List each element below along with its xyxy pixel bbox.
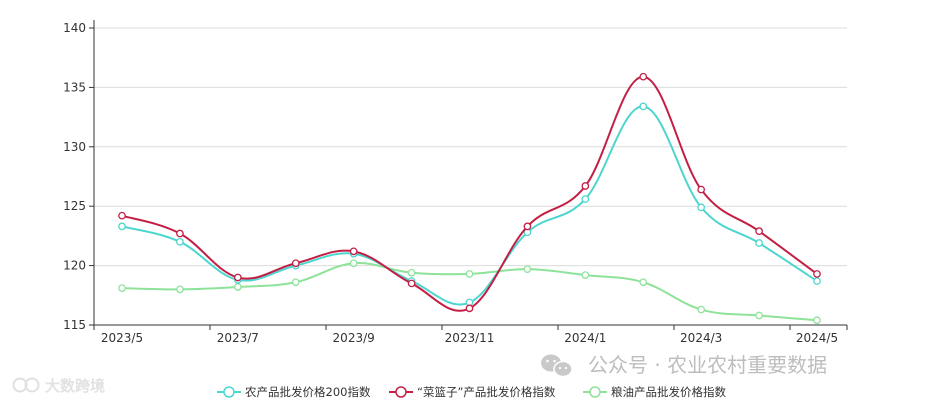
data-point bbox=[349, 259, 358, 268]
data-point bbox=[233, 273, 242, 282]
data-point bbox=[291, 259, 300, 268]
data-point bbox=[349, 247, 358, 256]
data-point bbox=[523, 222, 532, 231]
data-point bbox=[639, 72, 648, 81]
data-point bbox=[291, 278, 300, 287]
legend-item: “菜篮子”产品批发价格指数 bbox=[389, 385, 556, 399]
data-point bbox=[813, 277, 821, 285]
legend-marker bbox=[223, 386, 235, 398]
data-point bbox=[581, 182, 590, 190]
logo-watermark-text: 大数跨境 bbox=[45, 377, 105, 395]
legend-marker bbox=[589, 386, 601, 398]
data-point bbox=[233, 283, 242, 291]
legend-label: “菜篮子”产品批发价格指数 bbox=[417, 385, 556, 399]
data-point bbox=[523, 265, 532, 274]
data-point bbox=[176, 285, 184, 294]
legend: 农产品批发价格200指数 “菜篮子”产品批发价格指数 粮油产品批发价格指数 bbox=[217, 385, 726, 399]
data-point bbox=[755, 311, 763, 320]
wechat-icon bbox=[541, 354, 573, 378]
data-point bbox=[581, 271, 590, 279]
watermarks: 公众号 · 农业农村重要数据 大数跨境 bbox=[12, 353, 827, 395]
x-tick-label: 2023/11 bbox=[445, 331, 495, 345]
y-tick-label: 130 bbox=[63, 140, 86, 154]
data-point bbox=[639, 278, 648, 287]
x-tick-label: 2024/3 bbox=[680, 331, 722, 345]
wechat-watermark: 公众号 · 农业农村重要数据 bbox=[541, 353, 827, 378]
wechat-watermark-text: 公众号 · 农业农村重要数据 bbox=[588, 353, 827, 377]
logo-icon bbox=[12, 377, 40, 393]
data-point bbox=[813, 270, 821, 278]
x-tick-label: 2023/7 bbox=[217, 331, 259, 345]
data-point bbox=[581, 195, 590, 203]
data-point bbox=[639, 102, 648, 111]
data-point bbox=[755, 227, 763, 235]
grid-lines bbox=[94, 27, 847, 267]
y-tick-label: 120 bbox=[63, 259, 86, 273]
legend-item: 粮油产品批发价格指数 bbox=[583, 385, 726, 399]
y-tick-label: 140 bbox=[63, 21, 86, 35]
x-tick-label: 2024/1 bbox=[564, 331, 606, 345]
data-point bbox=[465, 270, 474, 278]
legend-label: 农产品批发价格200指数 bbox=[245, 385, 371, 399]
data-point bbox=[176, 229, 184, 238]
data-point bbox=[118, 284, 126, 293]
data-point bbox=[697, 305, 706, 314]
data-point bbox=[407, 279, 416, 288]
data-point bbox=[407, 268, 416, 277]
series-1 bbox=[118, 72, 821, 313]
data-point bbox=[697, 185, 706, 194]
legend-item: 农产品批发价格200指数 bbox=[217, 385, 371, 399]
x-tick-label: 2023/9 bbox=[333, 331, 375, 345]
legend-label: 粮油产品批发价格指数 bbox=[611, 385, 726, 399]
data-point bbox=[697, 203, 706, 212]
legend-marker bbox=[395, 386, 407, 398]
series-2 bbox=[118, 259, 821, 325]
x-tick-label: 2023/5 bbox=[101, 331, 143, 345]
data-point bbox=[465, 304, 474, 313]
y-tick-label: 135 bbox=[63, 80, 86, 94]
logo-watermark: 大数跨境 bbox=[12, 377, 105, 395]
series-layer bbox=[118, 72, 821, 325]
data-point bbox=[118, 222, 126, 231]
data-point bbox=[755, 239, 763, 247]
data-point bbox=[813, 316, 821, 325]
axes: 115 120 125 130 135 140 2023/5 2023/7 2023/9 2023… bbox=[63, 20, 848, 345]
y-tick-label: 115 bbox=[63, 318, 86, 332]
data-point bbox=[176, 237, 184, 246]
data-point bbox=[118, 211, 126, 220]
y-tick-label: 125 bbox=[63, 199, 86, 213]
x-tick-label: 2024/5 bbox=[796, 331, 838, 345]
